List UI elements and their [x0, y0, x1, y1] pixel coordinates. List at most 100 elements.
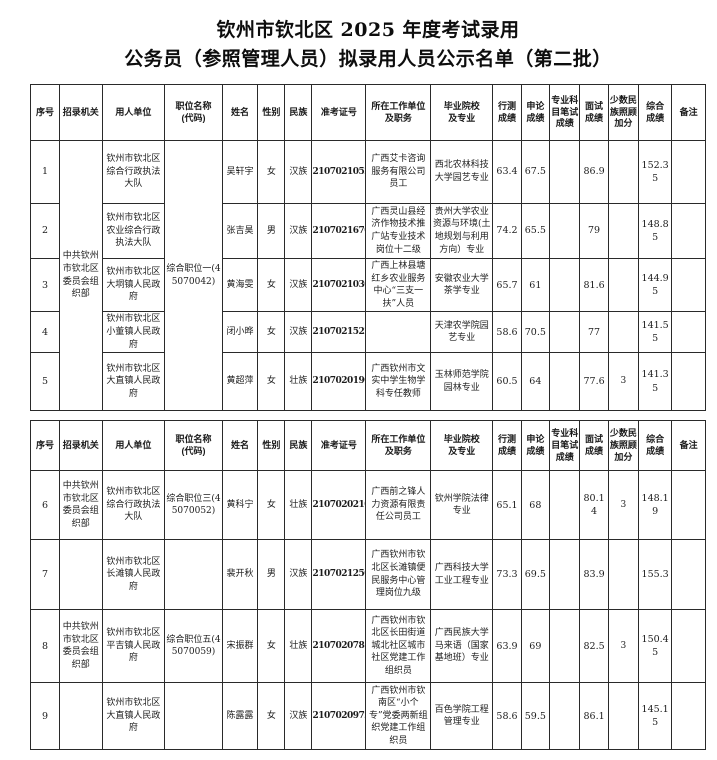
cell-ticket: 21070209720: [311, 682, 367, 751]
cell-subject: [549, 609, 581, 684]
cell-ethnicity: 汉族: [284, 539, 313, 611]
cell-ticket: 21070201906: [311, 352, 367, 412]
column-header: 序号: [29, 84, 61, 141]
cell-xingce: 65.1: [492, 470, 522, 541]
cell-school_major: 安徽农业大学茶学专业: [430, 257, 494, 313]
cell-employer: 钦州市钦北区综合行政执法大队: [101, 140, 166, 204]
cell-seq: 3: [29, 257, 61, 313]
column-header: 毕业院校 及专业: [430, 420, 494, 472]
cell-remark: [671, 203, 706, 259]
cell-gender: 女: [257, 352, 286, 412]
column-header: 性别: [257, 420, 286, 472]
cell-seq: 6: [29, 470, 61, 541]
cell-interview: 83.9: [579, 539, 609, 611]
cell-shenlun: 67.5: [520, 140, 551, 204]
cell-name: 吴轩宇: [221, 140, 259, 204]
cell-xingce: 58.6: [492, 682, 522, 751]
table-row: 5 钦州市钦北区大直镇人民政府 黄超萍女壮族21070201906广西钦州市文实中学…: [29, 352, 706, 412]
cell-employer: 钦州市钦北区农业综合行政执法大队: [101, 203, 166, 259]
cell-seq: 7: [29, 539, 61, 611]
cell-interview: 80.14: [579, 470, 609, 541]
cell-remark: [671, 257, 706, 313]
cell-agency: 中共钦州市钦北区委员会组织部: [59, 139, 103, 412]
cell-remark: [671, 539, 706, 611]
cell-gender: 女: [257, 311, 286, 354]
roster-table-2: 序号 招录机关 用人单位 职位名称 (代码) 姓名 性别 民族 准考证号 所在工作单位 及职务毕…: [29, 420, 706, 751]
column-header: 招录机关: [59, 420, 103, 472]
cell-shenlun: 69: [520, 609, 551, 684]
cell-school_major: 玉林师范学院园林专业: [430, 352, 494, 412]
cell-xingce: 73.3: [492, 539, 522, 611]
cell-subject: [549, 539, 581, 611]
cell-shenlun: 65.5: [520, 203, 551, 259]
cell-work_unit: 广西钦州市钦北区长田街道城北社区城市社区党建工作组织员: [365, 609, 432, 684]
cell-ticket: 21070215222: [311, 311, 367, 354]
cell-seq: 2: [29, 203, 61, 259]
cell-shenlun: 68: [520, 470, 551, 541]
cell-xingce: 60.5: [492, 352, 522, 412]
column-header: 序号: [29, 420, 61, 472]
cell-gender: 女: [257, 257, 286, 313]
cell-subject: [549, 140, 581, 204]
table-row: 3 钦州市钦北区大垌镇人民政府 黄海雯女汉族21070210304广西上林县塘红乡农…: [29, 257, 706, 313]
cell-total: 152.35: [638, 140, 673, 204]
column-header: 少数民 族照顾 加分: [607, 420, 640, 472]
table-row: 9 钦州市钦北区大直镇人民政府 陈露露女汉族21070209720广西钦州市钦南区“…: [29, 682, 706, 751]
cell-school_major: 西北农林科技大学园艺专业: [430, 140, 494, 204]
cell-total: 141.35: [638, 352, 673, 412]
cell-position: [164, 682, 223, 751]
cell-employer: 钦州市钦北区小董镇人民政府: [101, 311, 166, 354]
title-line-1: 钦州市钦北区 2025 年度考试录用: [216, 19, 520, 41]
cell-bonus: [607, 539, 640, 611]
column-header: 申论 成绩: [520, 420, 551, 472]
cell-ethnicity: 汉族: [284, 682, 313, 751]
table-row: 7 钦州市钦北区长滩镇人民政府 裴开秋男汉族21070212507广西钦州市钦北区长…: [29, 539, 706, 611]
cell-interview: 81.6: [579, 257, 609, 313]
cell-work_unit: 广西钦州市钦北区长滩镇便民服务中心管理岗位九级: [365, 539, 432, 611]
cell-ethnicity: 壮族: [284, 352, 313, 412]
cell-total: 141.55: [638, 311, 673, 354]
cell-position: 综合职位一(45070042): [164, 139, 223, 412]
cell-seq: 1: [29, 140, 61, 204]
cell-work_unit: 广西灵山县经济作物技术推广站专业技术岗位十二级: [365, 203, 432, 259]
column-header: 备注: [671, 84, 706, 141]
cell-gender: 男: [257, 203, 286, 259]
cell-work_unit: 广西艾卡咨询服务有限公司员工: [365, 140, 432, 204]
cell-work_unit: [365, 311, 432, 354]
column-header: 综合 成绩: [638, 84, 673, 141]
cell-shenlun: 59.5: [520, 682, 551, 751]
cell-bonus: [607, 257, 640, 313]
cell-total: 148.19: [638, 470, 673, 541]
cell-gender: 男: [257, 539, 286, 611]
cell-ticket: 21070210520: [311, 140, 367, 204]
cell-interview: 77.6: [579, 352, 609, 412]
cell-subject: [549, 470, 581, 541]
cell-interview: 79: [579, 203, 609, 259]
cell-name: 张吉昊: [221, 203, 259, 259]
cell-employer: 钦州市钦北区平吉镇人民政府: [101, 609, 166, 684]
column-header: 申论 成绩: [520, 84, 551, 141]
column-header: 行测 成绩: [492, 84, 522, 141]
cell-gender: 女: [257, 470, 286, 541]
cell-position: 综合职位五(45070059): [164, 609, 223, 684]
cell-seq: 5: [29, 352, 61, 412]
table-row: 8 中共钦州市钦北区委员会组织部 钦州市钦北区平吉镇人民政府 综合职位五(450700…: [29, 609, 706, 684]
cell-school_major: 贵州大学农业资源与环境(土地规划与利用方向）专业: [430, 203, 494, 259]
cell-employer: 钦州市钦北区长滩镇人民政府: [101, 539, 166, 611]
column-header: 用人单位: [101, 420, 166, 472]
cell-name: 黄科宁: [221, 470, 259, 541]
column-header: 专业科 目笔试 成绩: [549, 420, 581, 472]
cell-school_major: 天津农学院园艺专业: [430, 311, 494, 354]
cell-work_unit: 广西钦州市钦南区“小个专”党委两新组织党建工作组织员: [365, 682, 432, 751]
document-title: 钦州市钦北区 2025 年度考试录用 公务员（参照管理人员）拟录用人员公示名单（…: [30, 16, 706, 73]
cell-work_unit: 广西上林县塘红乡农业服务中心“三支一扶”人员: [365, 257, 432, 313]
cell-subject: [549, 203, 581, 259]
cell-subject: [549, 257, 581, 313]
cell-school_major: 广西科技大学工业工程专业: [430, 539, 494, 611]
cell-ethnicity: 壮族: [284, 470, 313, 541]
cell-shenlun: 64: [520, 352, 551, 412]
cell-remark: [671, 352, 706, 412]
cell-employer: 钦州市钦北区综合行政执法大队: [101, 470, 166, 541]
column-header: 综合 成绩: [638, 420, 673, 472]
cell-ethnicity: 汉族: [284, 311, 313, 354]
